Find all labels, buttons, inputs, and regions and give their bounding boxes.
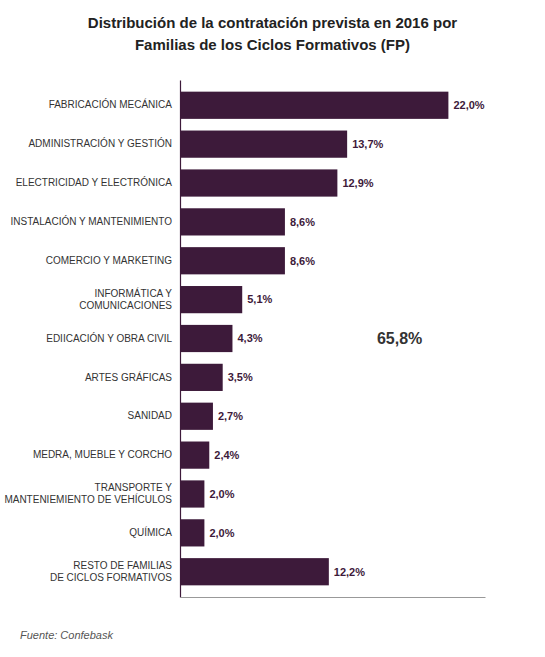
plot: FABRICACIÓN MECÁNICA ADMINISTRACIÓN Y GES… [4,81,485,598]
bar [180,364,223,391]
y-tick-label: ARTES GRÁFICAS [85,371,172,383]
y-tick: EDIICACIÓN Y OBRA CIVIL [46,332,180,344]
y-tick: ARTES GRÁFICAS [85,371,180,383]
x-axis-line [181,597,486,598]
bar [180,286,242,313]
data-labels: 22,0% 13,7% 12,9% 8,6% 8,6% 5,1% 4,3% 3,5% 2,7% 2… [209,99,484,577]
data-label: 2,4% [214,449,239,461]
y-axis: FABRICACIÓN MECÁNICA ADMINISTRACIÓN Y GES… [4,81,180,598]
y-tick-label-line: INSTALACIÓN Y MANTENIMIENTO [10,215,172,227]
bars [180,92,448,586]
bar [180,92,448,119]
data-label: 5,1% [247,293,272,305]
title: Distribución de la contratación prevista… [88,14,457,31]
y-tick-label: TRANSPORTE YMANTENIEMIENTO DE VEHÍCULOS [4,482,172,505]
y-tick-label: RESTO DE FAMILIASDE CICLOS FORMATIVOS [50,560,172,583]
y-tick-label-line: SANIDAD [128,410,172,421]
y-tick-label: SANIDAD [128,410,172,421]
y-tick-label: INSTALACIÓN Y MANTENIMIENTO [10,215,172,227]
y-tick-label-line: MEDRA, MUEBLE Y CORCHO [33,449,172,460]
y-tick-label: ELECTRICIDAD Y ELECTRÓNICA [16,176,173,188]
data-label: 2,0% [209,488,234,500]
data-label: 22,0% [453,99,484,111]
y-tick: TRANSPORTE YMANTENIEMIENTO DE VEHÍCULOS [4,482,180,505]
data-label: 12,9% [342,177,373,189]
source: Fuente: Confebask [20,629,113,641]
bar [180,480,204,507]
data-label: 3,5% [228,371,253,383]
y-tick-label-line: RESTO DE FAMILIAS [73,560,172,571]
y-tick-label-line: EDIICACIÓN Y OBRA CIVIL [46,332,172,344]
chart-svg: Distribución de la contratación prevista… [0,0,545,657]
y-tick: RESTO DE FAMILIASDE CICLOS FORMATIVOS [50,560,180,583]
bar [180,169,337,196]
data-label: 2,0% [209,527,234,539]
y-tick-label: MEDRA, MUEBLE Y CORCHO [33,449,172,460]
y-tick-label: EDIICACIÓN Y OBRA CIVIL [46,332,172,344]
y-tick-label: ADMINISTRACIÓN Y GESTIÓN [28,137,172,149]
y-tick: ELECTRICIDAD Y ELECTRÓNICA [16,176,180,188]
y-tick: ADMINISTRACIÓN Y GESTIÓN [28,137,180,149]
data-label: 13,7% [352,138,383,150]
data-label: 4,3% [237,332,262,344]
y-tick: INSTALACIÓN Y MANTENIMIENTO [10,215,180,227]
subtitle: Familias de los Ciclos Formativos (FP) [135,36,410,53]
y-tick: MEDRA, MUEBLE Y CORCHO [33,449,180,460]
y-tick-label: COMERCIO Y MARKETING [46,255,173,266]
bar [180,403,213,430]
chart-container: Distribución de la contratación prevista… [0,0,545,657]
y-tick-label-line: QUÍMICA [129,526,172,538]
data-label: 2,7% [218,410,243,422]
y-tick-label-line: COMUNICACIONES [79,300,172,311]
y-tick-label-line: DE CICLOS FORMATIVOS [50,572,172,583]
data-label: 12,2% [334,566,365,578]
y-tick-label-line: ADMINISTRACIÓN Y GESTIÓN [28,137,172,149]
y-axis-line [180,81,181,598]
bar [180,442,209,469]
y-tick-label-line: INFORMÁTICA Y [94,287,172,299]
y-tick-label: FABRICACIÓN MECÁNICA [49,98,173,110]
bar [180,208,285,235]
y-tick: COMERCIO Y MARKETING [46,255,180,266]
y-tick-label: QUÍMICA [129,526,172,538]
y-tick-label-line: ELECTRICIDAD Y ELECTRÓNICA [16,176,173,188]
y-tick: INFORMÁTICA YCOMUNICACIONES [79,287,180,311]
data-label: 8,6% [290,255,315,267]
annotation: 65,8% [377,330,422,347]
y-tick-label-line: FABRICACIÓN MECÁNICA [49,98,173,110]
x-axis [181,597,486,598]
y-tick: FABRICACIÓN MECÁNICA [49,98,180,110]
y-tick-label-line: COMERCIO Y MARKETING [46,255,173,266]
y-tick-label-line: ARTES GRÁFICAS [85,371,172,383]
bar [180,247,285,274]
y-tick-label: INFORMÁTICA YCOMUNICACIONES [79,287,172,311]
y-tick-label-line: TRANSPORTE Y [95,482,173,493]
data-label: 8,6% [290,216,315,228]
bar [180,519,204,546]
bar [180,131,347,158]
y-tick-label-line: MANTENIEMIENTO DE VEHÍCULOS [4,493,172,505]
bar [180,558,329,585]
y-tick: QUÍMICA [129,526,180,538]
y-tick: SANIDAD [128,410,180,421]
bar [180,325,232,352]
